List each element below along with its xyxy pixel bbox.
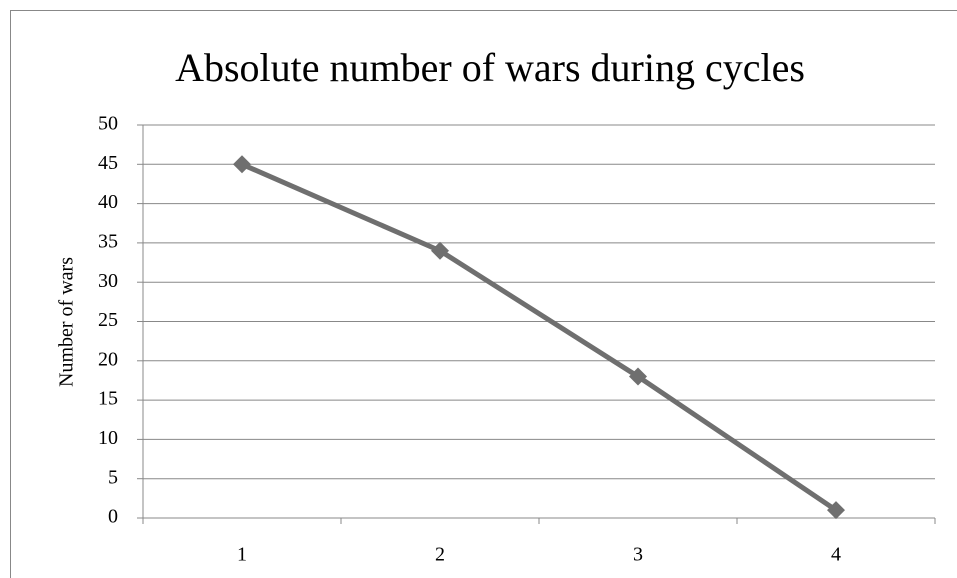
y-tick-label: 30 bbox=[98, 270, 118, 292]
y-tick-label: 10 bbox=[98, 427, 118, 449]
y-tick-label: 20 bbox=[98, 348, 118, 370]
y-tick-label: 25 bbox=[98, 309, 118, 331]
y-tick-label: 35 bbox=[98, 230, 118, 252]
x-tick-label: 2 bbox=[435, 544, 445, 566]
y-tick-label: 0 bbox=[108, 506, 118, 528]
chart-border bbox=[10, 10, 957, 578]
data-point bbox=[827, 501, 845, 520]
data-point bbox=[629, 367, 647, 386]
chart-title: Absolute number of wars during cycles bbox=[175, 45, 805, 90]
x-tick-label: 4 bbox=[831, 544, 841, 566]
y-tick-label: 50 bbox=[98, 113, 118, 135]
y-tick-label: 40 bbox=[98, 191, 118, 213]
data-point bbox=[431, 241, 449, 260]
y-tick-label: 5 bbox=[108, 466, 118, 488]
y-axis-label: Number of wars bbox=[56, 257, 78, 387]
x-tick-label: 1 bbox=[237, 544, 247, 566]
y-tick-label: 15 bbox=[98, 388, 118, 410]
data-point bbox=[233, 155, 251, 174]
data-line bbox=[240, 162, 838, 513]
x-tick-label: 3 bbox=[633, 544, 643, 566]
y-tick-label: 45 bbox=[98, 152, 118, 174]
